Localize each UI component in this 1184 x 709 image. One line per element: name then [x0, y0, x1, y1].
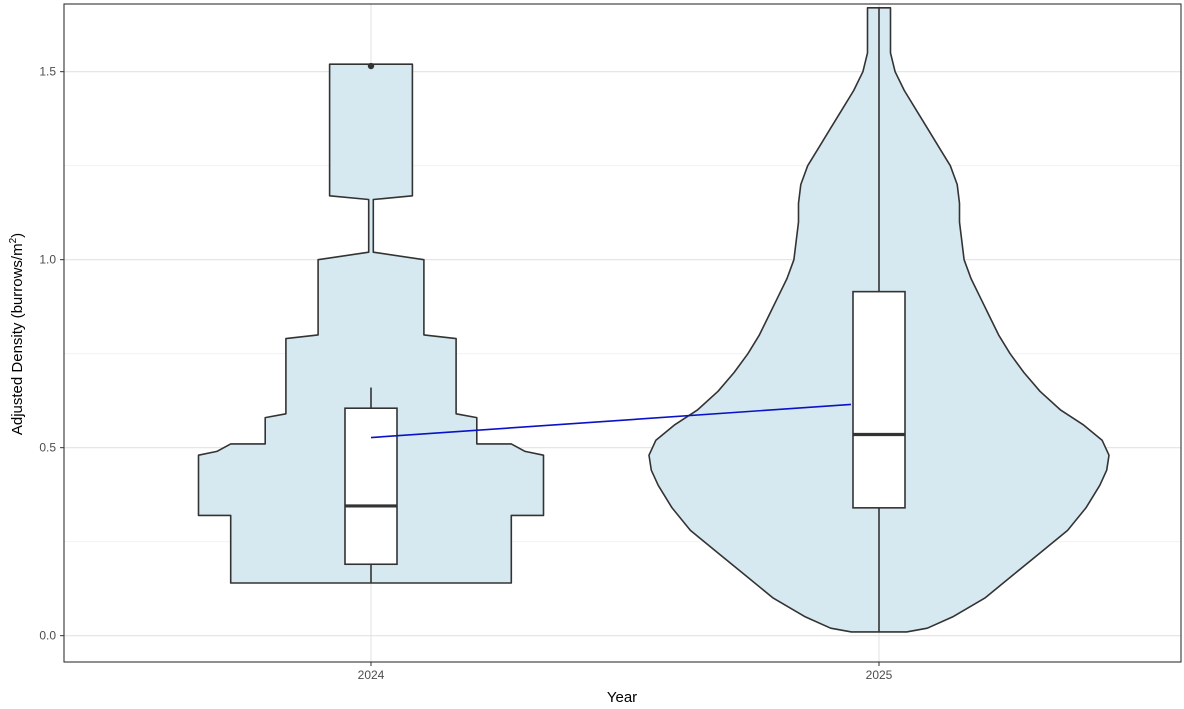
x-tick-label: 2025	[866, 668, 893, 682]
y-axis-title-superscript: 2	[8, 237, 19, 243]
x-tick-label: 2024	[358, 668, 385, 682]
x-axis: 2024 2025	[358, 662, 893, 682]
outlier-point-2024	[367, 62, 375, 70]
y-tick-label: 0.5	[39, 441, 56, 455]
violin-2024	[197, 63, 545, 584]
violin-layer	[197, 7, 1110, 633]
y-tick-label: 1.0	[39, 253, 56, 267]
y-tick-label: 1.5	[39, 65, 56, 79]
mean-line-layer	[370, 403, 852, 439]
y-axis-title-close: )	[9, 233, 26, 238]
boxplot-layer	[344, 7, 906, 632]
mean-trend-line	[370, 403, 852, 439]
x-axis-title: Year	[607, 689, 637, 706]
y-tick-label: 0.0	[39, 629, 56, 643]
box-2025	[852, 290, 906, 509]
box-2024	[344, 407, 398, 566]
y-axis: 0.0 0.5 1.0 1.5	[39, 65, 64, 643]
panel-border	[63, 3, 1182, 663]
y-axis-title-text: Adjusted Density (burrows/m	[9, 243, 26, 435]
y-axis-title: Adjusted Density (burrows/m2)	[8, 233, 26, 435]
